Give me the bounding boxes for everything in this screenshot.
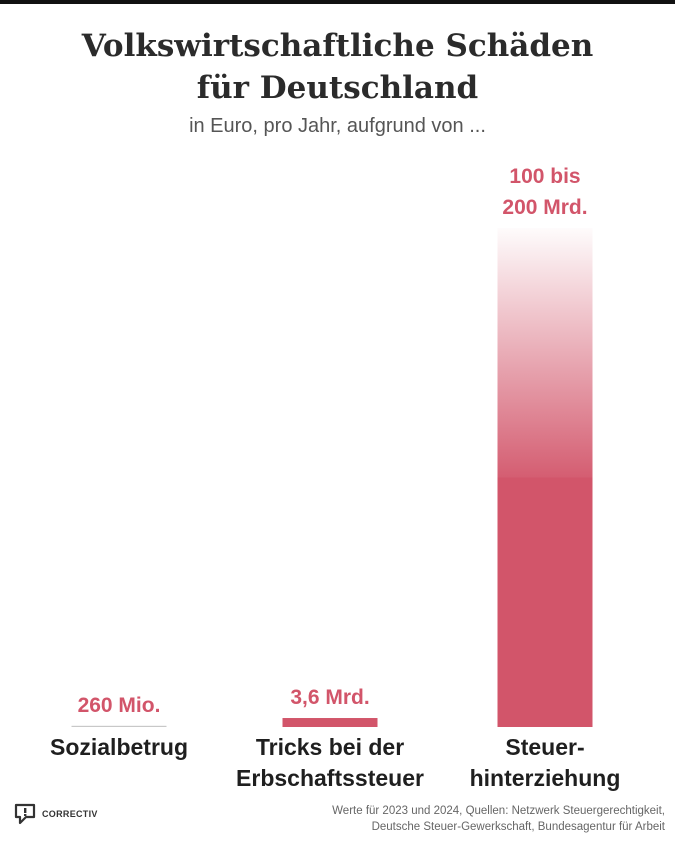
category-label-2-0: Steuer- <box>505 734 584 760</box>
chart-subtitle: in Euro, pro Jahr, aufgrund von ... <box>189 115 486 137</box>
bar-chart: 260 Mio. Sozialbetrug 3,6 Mrd. Tricks bei d… <box>50 165 621 791</box>
value-label-2-0: 100 bis <box>509 165 580 188</box>
source-line-2: Deutsche Steuer-Gewerkschaft, Bundesagen… <box>371 821 665 833</box>
category-label-2-1: hinterziehung <box>470 765 621 791</box>
chart-title-line-1: Volkswirtschaftliche Schäden <box>81 28 594 64</box>
bar-2 <box>497 477 593 727</box>
category-label-0-0: Sozialbetrug <box>50 734 188 760</box>
correctiv-logo: CORRECTIV <box>14 803 98 825</box>
bar-range-2 <box>497 228 593 478</box>
category-label-1-0: Tricks bei der <box>256 734 404 760</box>
value-label-0-0: 260 Mio. <box>78 694 161 717</box>
bar-0 <box>71 725 167 727</box>
value-label-1-0: 3,6 Mrd. <box>290 686 369 709</box>
logo-text: CORRECTIV <box>42 809 98 819</box>
category-label-1-1: Erbschaftssteuer <box>236 765 424 791</box>
correctiv-logo-icon <box>14 803 36 825</box>
source-note: Werte für 2023 und 2024, Quellen: Netzwe… <box>225 803 665 835</box>
chart-title-line-2: für Deutschland <box>196 70 479 106</box>
value-label-2-1: 200 Mrd. <box>502 196 587 219</box>
bar-1 <box>282 718 378 727</box>
source-line-1: Werte für 2023 und 2024, Quellen: Netzwe… <box>332 805 665 817</box>
top-border <box>0 0 675 4</box>
